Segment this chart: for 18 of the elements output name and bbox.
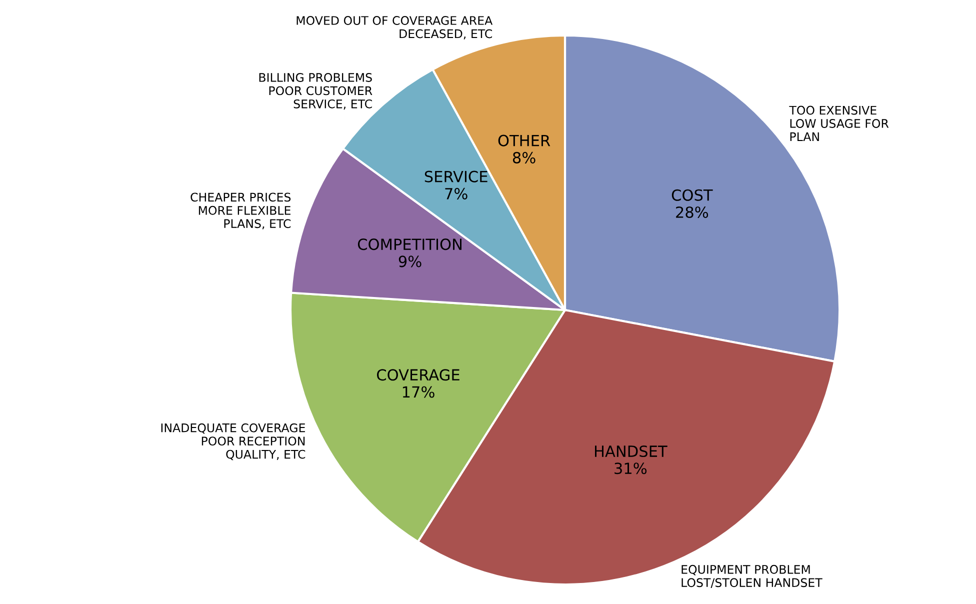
data-label: 31% bbox=[614, 462, 647, 474]
slice-label: HANDSET bbox=[595, 445, 668, 458]
slice-label: COMPETITION bbox=[358, 238, 462, 250]
text: MOVED OUT OF COVERAGE AREA DECEASED, ETC bbox=[296, 16, 493, 40]
text: EQUIPMENT PROBLEM LOST/STOLEN HANDSET bbox=[682, 564, 822, 588]
text: TOO EXENSIVE LOW USAGE FOR PLAN bbox=[789, 106, 889, 141]
data-label: 17% bbox=[402, 386, 434, 398]
text: INADEQUATE COVERAGE POOR RECEPTION QUALITY, ETC bbox=[161, 423, 306, 460]
data-label: 28% bbox=[676, 206, 708, 218]
text: CHEAPER PRICES MORE FLEXIBLE PLANS, ETC bbox=[190, 192, 291, 230]
slice-label: COST bbox=[672, 189, 713, 201]
text: BILLING PROBLEMS POOR CUSTOMER SERVICE, ETC bbox=[259, 73, 372, 110]
slice-label: OTHER bbox=[498, 134, 550, 146]
slice-label: COVERAGE bbox=[376, 369, 460, 381]
data-label: 7% bbox=[445, 188, 468, 200]
data-label: 9% bbox=[398, 256, 422, 268]
slice-label: SERVICE bbox=[424, 170, 488, 182]
data-label: 8% bbox=[512, 152, 536, 164]
